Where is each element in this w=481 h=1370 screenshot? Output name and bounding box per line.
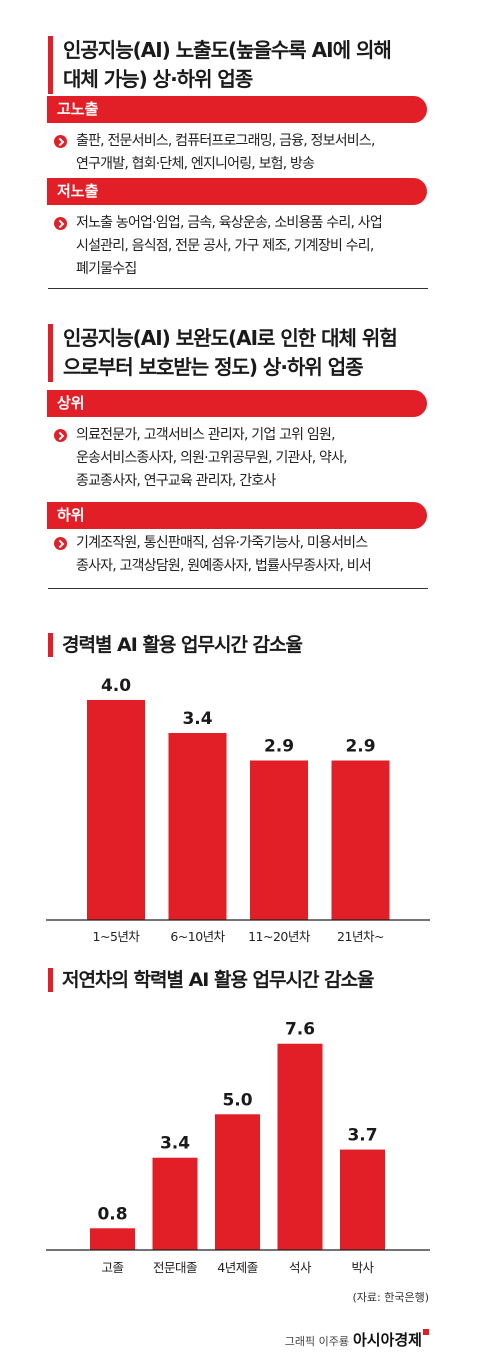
data-label: 2.9 <box>345 737 375 757</box>
bottom-complement-list: 기계조작원, 통신판매직, 섬유·가죽기능사, 미용서비스 종사자, 고객상담원… <box>54 532 434 578</box>
bottom-complement-line1: 기계조작원, 통신판매직, 섬유·가죽기능사, 미용서비스 <box>76 535 368 551</box>
bar <box>250 760 308 920</box>
tick-label: 전문대졸 <box>153 1260 197 1275</box>
complement-section-title: 인공지능(AI) 보완도(AI로 인한 대체 위험 으로부터 보호받는 정도) … <box>48 324 451 382</box>
low-exposure-line1: 저노출 농어업·임업, 금속, 육상운송, 소비용품 수리, 사업 <box>76 215 383 231</box>
graphic-credit: 그래픽 이주룡 <box>284 1335 349 1348</box>
career-chart-title: 경력별 AI 활용 업무시간 감소율 <box>48 633 303 657</box>
source-note: (자료: 한국은행) <box>352 1291 429 1304</box>
data-label: 3.4 <box>160 1134 190 1154</box>
low-exposure-line3: 폐기물수집 <box>76 261 137 277</box>
data-label: 5.0 <box>222 1090 252 1110</box>
data-label: 0.8 <box>97 1204 127 1224</box>
chevron-right-icon <box>54 537 67 550</box>
bottom-complement-pill: 하위 <box>47 502 427 529</box>
bar <box>277 1043 323 1250</box>
top-complement-list: 의료전문가, 고객서비스 관리자, 기업 고위 임원, 운송서비스종사자, 의원… <box>54 424 434 493</box>
bar <box>331 760 390 920</box>
chevron-right-icon <box>54 429 67 442</box>
high-exposure-list: 출판, 전문서비스, 컴퓨터프로그래밍, 금융, 정보서비스, 연구개발, 협회… <box>54 130 434 176</box>
tick-label: 박사 <box>351 1260 374 1275</box>
data-label: 7.6 <box>285 1020 315 1040</box>
tick-label: 고졸 <box>101 1260 123 1275</box>
data-label: 3.7 <box>347 1126 377 1146</box>
bar <box>152 1157 198 1250</box>
brand-logo: 아시아경제 <box>352 1331 422 1349</box>
data-label: 2.9 <box>264 737 294 757</box>
tick-label: 6~10년차 <box>170 929 225 944</box>
complement-title-line2: 으로부터 보호받는 정도) 상·하위 업종 <box>63 355 364 379</box>
exposure-title-line2: 대체 가능) 상·하위 업종 <box>63 67 253 91</box>
complement-title-line1: 인공지능(AI) 보완도(AI로 인한 대체 위험 <box>63 326 398 350</box>
data-label: 4.0 <box>101 676 131 696</box>
top-complement-line1: 의료전문가, 고객서비스 관리자, 기업 고위 임원, <box>76 427 336 443</box>
chevron-right-icon <box>54 135 67 148</box>
tick-label: 11~20년차 <box>248 929 311 944</box>
top-complement-line3: 종교종사자, 연구교육 관리자, 간호사 <box>76 473 276 489</box>
section-divider <box>48 288 428 289</box>
high-exposure-pill: 고노출 <box>47 96 427 123</box>
high-exposure-line2: 연구개발, 협회·단체, 엔지니어링, 보험, 방송 <box>76 156 315 172</box>
top-complement-pill: 상위 <box>47 390 427 417</box>
education-chart-title: 저연차의 학력별 AI 활용 업무시간 감소율 <box>48 968 375 992</box>
exposure-section-title: 인공지능(AI) 노출도(높을수록 AI에 의해 대체 가능) 상·하위 업종 <box>48 36 451 94</box>
section-divider <box>48 588 428 589</box>
high-exposure-line1: 출판, 전문서비스, 컴퓨터프로그래밍, 금융, 정보서비스, <box>76 133 375 149</box>
bottom-complement-line2: 종사자, 고객상담원, 원예종사자, 법률사무종사자, 비서 <box>76 558 372 574</box>
credit-line: 그래픽 이주룡 아시아경제 <box>285 1329 429 1350</box>
brand-mark-icon <box>423 1329 429 1335</box>
low-exposure-list: 저노출 농어업·임업, 금속, 육상운송, 소비용품 수리, 사업 시설관리, … <box>54 212 434 281</box>
low-exposure-line2: 시설관리, 음식점, 전문 공사, 가구 제조, 기계장비 수리, <box>76 238 374 254</box>
bar <box>90 1228 135 1250</box>
education-bar-chart: 0.8 고졸 3.4 전문대졸 5.0 4년제졸 7.6 석사 3.7 박사 <box>46 1020 430 1275</box>
top-complement-line2: 운송서비스종사자, 의원·고위공무원, 기관사, 약사, <box>76 450 348 466</box>
tick-label: 21년차~ <box>337 929 384 944</box>
exposure-title-line1: 인공지능(AI) 노출도(높을수록 AI에 의해 <box>63 38 392 62</box>
bar <box>215 1114 260 1250</box>
tick-label: 4년제졸 <box>217 1260 257 1275</box>
data-label: 3.4 <box>182 709 212 729</box>
tick-label: 석사 <box>289 1260 312 1275</box>
bar <box>340 1149 385 1250</box>
career-bar-chart: 4.0 1~5년차 3.4 6~10년차 2.9 11~20년차 2.9 21년차~ <box>46 676 430 944</box>
bar <box>168 733 227 920</box>
tick-label: 1~5년차 <box>93 929 141 944</box>
chevron-right-icon <box>54 217 67 230</box>
bar <box>87 700 145 920</box>
low-exposure-pill: 저노출 <box>47 178 427 205</box>
